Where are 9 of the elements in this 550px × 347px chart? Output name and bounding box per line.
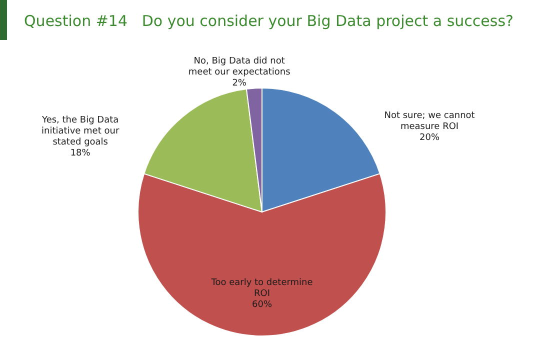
slice-label: Yes, the Big Data initiative met our stated goals — [41, 116, 120, 148]
data-label: 2% — [232, 78, 247, 88]
slice-label: Not sure; we cannot measure ROI — [384, 110, 476, 132]
data-label: 18% — [70, 148, 91, 159]
data-label: 20% — [420, 132, 440, 143]
slice-label: Too early to determine ROI — [210, 278, 314, 299]
chart-title: Question #14 Do you consider your Big Data project a success? — [24, 12, 514, 30]
data-label: 60% — [252, 300, 272, 310]
slice-label: No, Big Data did not meet our expectations — [188, 56, 291, 78]
